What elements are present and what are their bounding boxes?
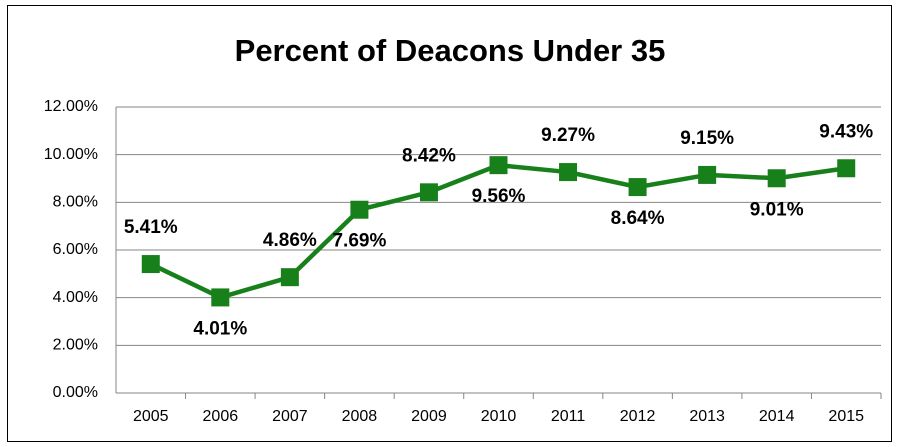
data-label: 8.64% xyxy=(611,208,665,229)
x-tick-label: 2015 xyxy=(828,408,864,425)
y-tick-label: 12.00% xyxy=(44,98,98,115)
data-label: 4.86% xyxy=(263,230,317,251)
data-label: 8.42% xyxy=(402,145,456,166)
marker xyxy=(837,159,856,178)
x-tick-label: 2008 xyxy=(342,408,378,425)
marker xyxy=(698,165,717,184)
x-tick-label: 2013 xyxy=(689,408,725,425)
data-label: 9.27% xyxy=(541,125,595,146)
marker xyxy=(419,183,438,202)
y-tick-label: 10.00% xyxy=(44,146,98,163)
y-tick-label: 8.00% xyxy=(53,194,98,211)
y-tick-label: 4.00% xyxy=(53,289,98,306)
data-label: 9.43% xyxy=(819,121,873,142)
x-tick-label: 2009 xyxy=(411,408,447,425)
marker xyxy=(628,178,647,197)
x-tick-label: 2012 xyxy=(620,408,656,425)
marker xyxy=(350,200,369,219)
marker xyxy=(767,169,786,188)
marker xyxy=(559,163,578,182)
marker xyxy=(141,255,160,274)
x-tick-label: 2011 xyxy=(551,408,586,425)
x-tick-label: 2014 xyxy=(759,408,795,425)
y-tick-label: 0.00% xyxy=(53,384,98,401)
x-tick-label: 2006 xyxy=(203,408,239,425)
data-label: 9.15% xyxy=(680,128,734,149)
marker xyxy=(211,288,230,307)
chart-title: Percent of Deacons Under 35 xyxy=(235,33,666,68)
x-tick-label: 2010 xyxy=(481,408,517,425)
data-label: 5.41% xyxy=(124,217,178,238)
x-tick-label: 2005 xyxy=(133,408,169,425)
data-label: 9.01% xyxy=(750,199,804,220)
chart-border xyxy=(7,5,892,442)
y-tick-label: 2.00% xyxy=(53,337,98,354)
y-tick-label: 6.00% xyxy=(53,241,98,258)
data-label: 4.01% xyxy=(193,318,247,339)
x-tick-label: 2007 xyxy=(272,408,308,425)
marker xyxy=(489,156,508,175)
data-label: 9.56% xyxy=(472,186,526,207)
data-label: 7.69% xyxy=(332,231,386,252)
marker xyxy=(280,268,299,287)
